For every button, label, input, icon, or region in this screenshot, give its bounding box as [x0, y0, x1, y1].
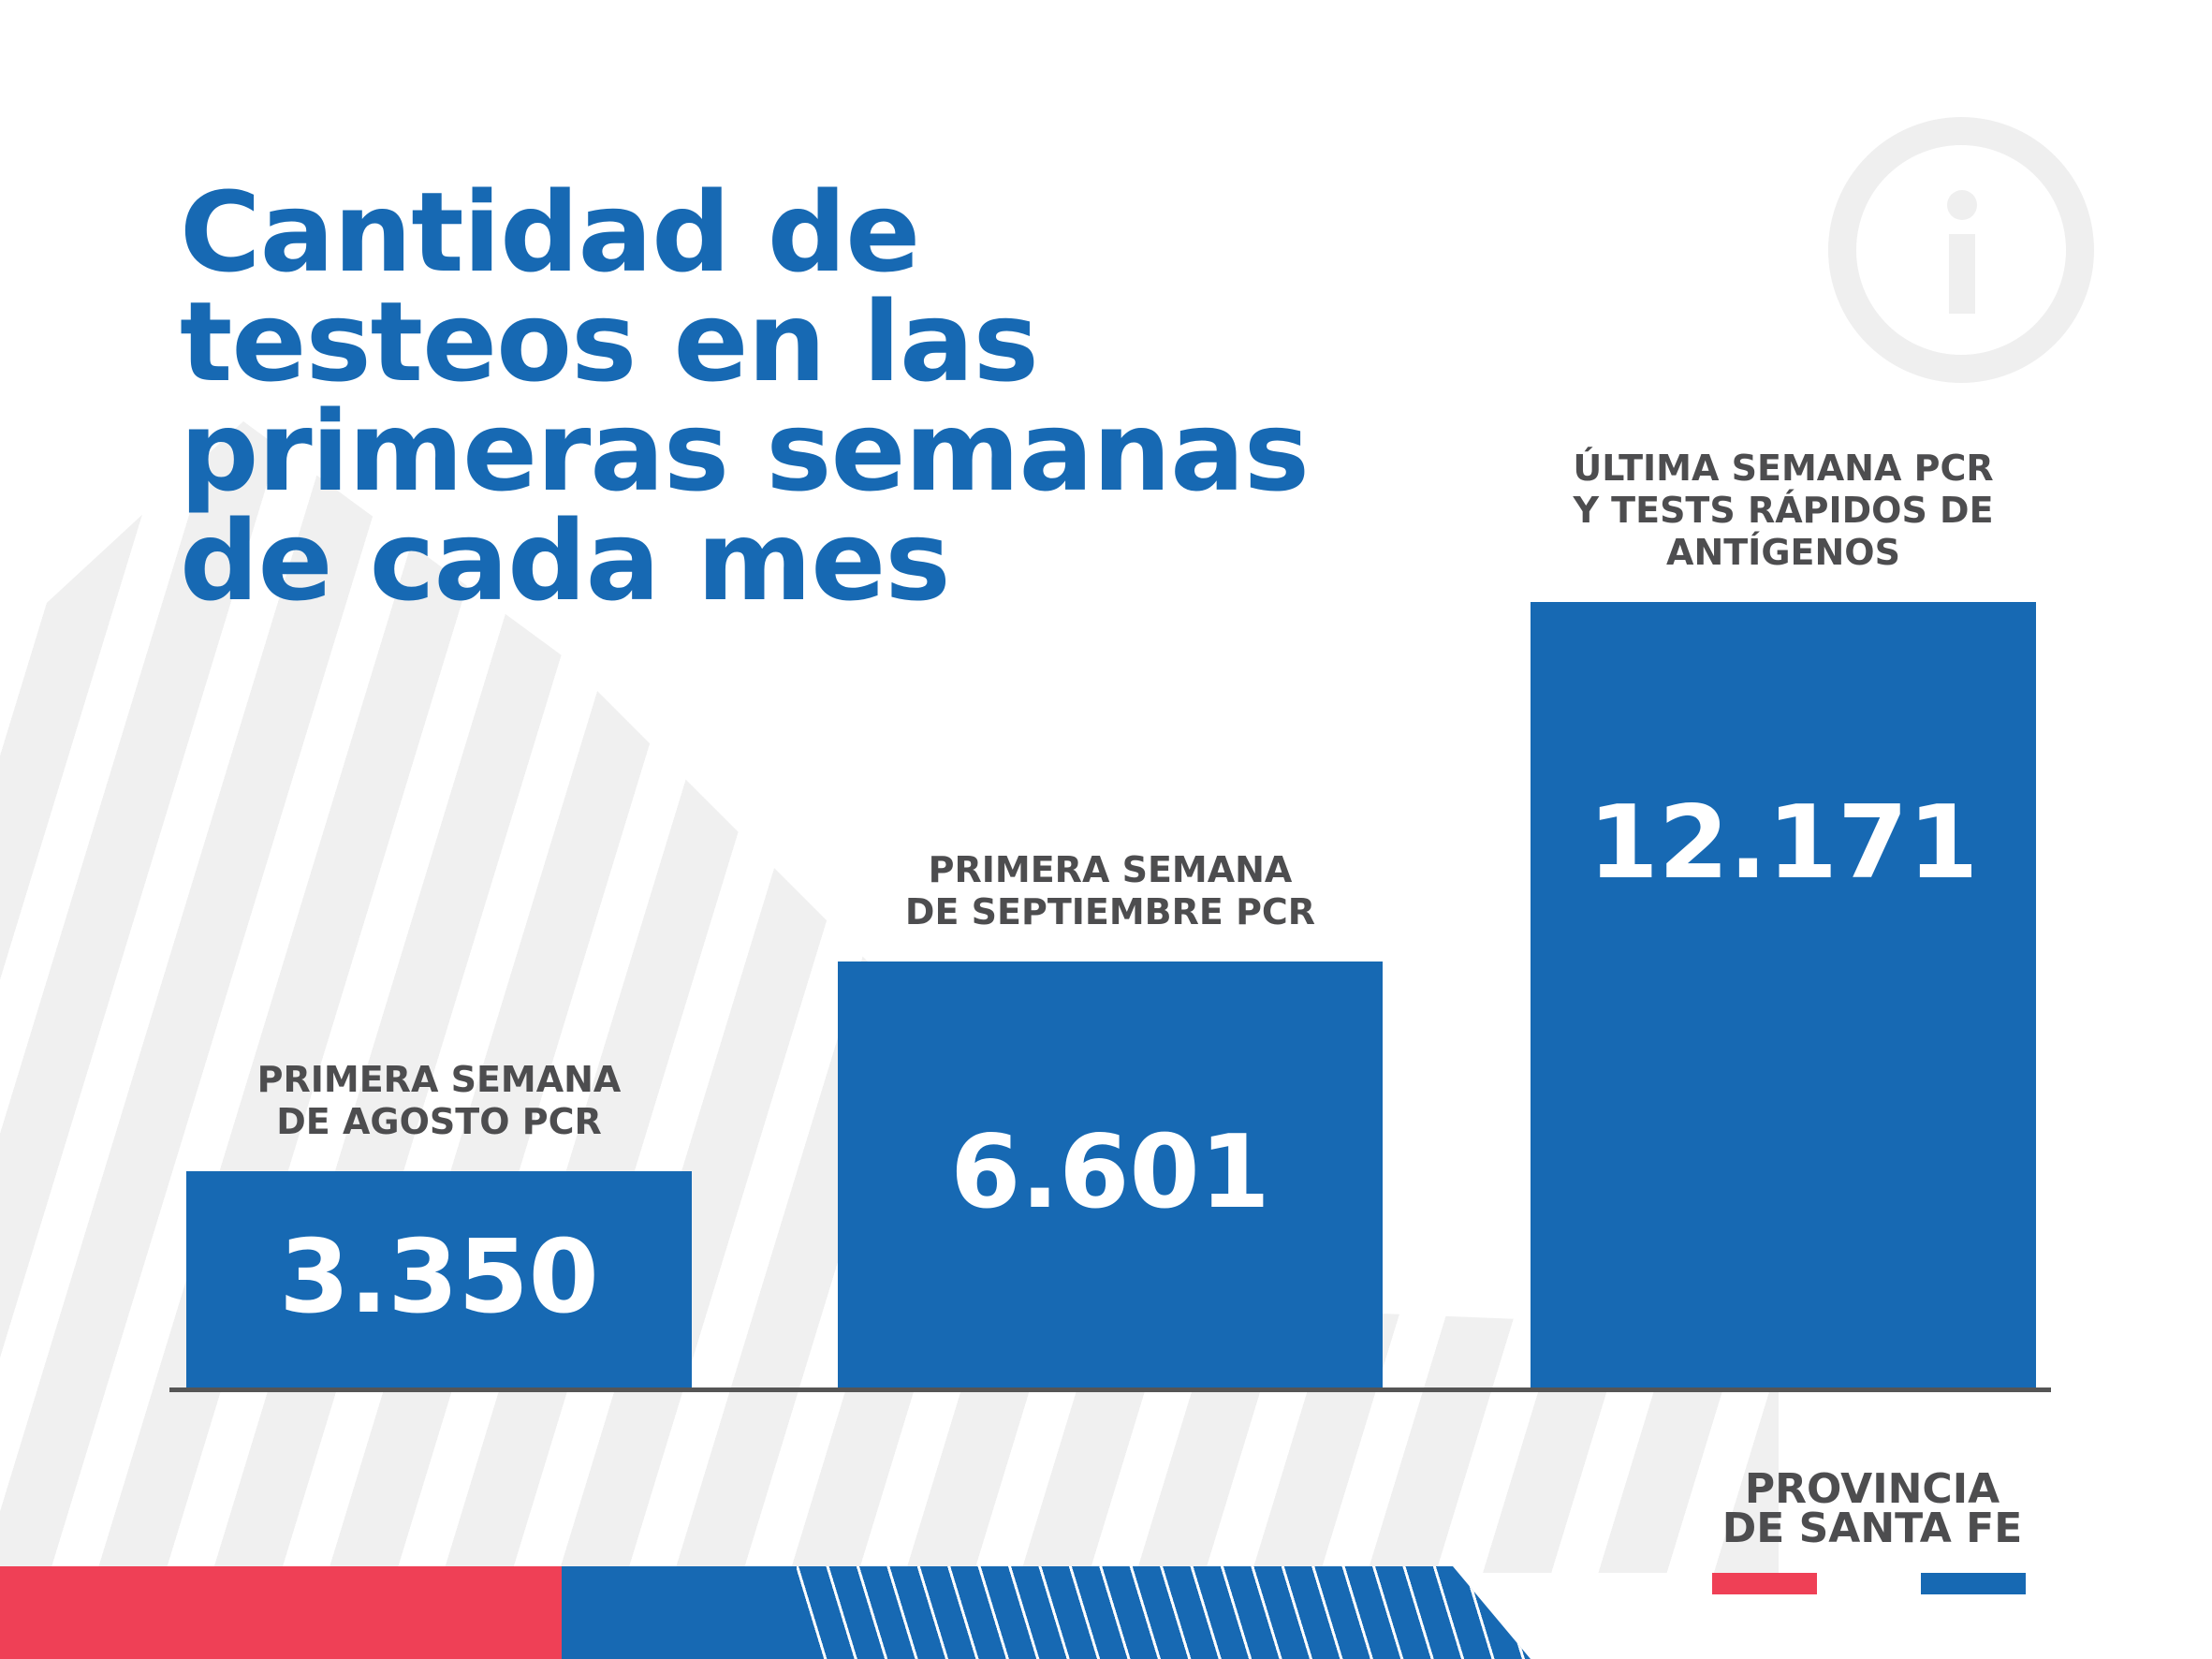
footer-red-strip: [0, 1566, 562, 1659]
title-line: de cada mes: [180, 496, 951, 625]
label-line: DE SEPTIEMBRE PCR: [904, 891, 1316, 932]
x-axis-line: [169, 1387, 2051, 1392]
label-line: PRIMERA SEMANA: [928, 849, 1293, 890]
title-line: primeras semanas: [180, 387, 1310, 516]
label-line: ANTÍGENOS: [1666, 532, 1900, 573]
bar-category-label: PRIMERA SEMANA DE SEPTIEMBRE PCR: [838, 849, 1383, 933]
brand-line-1: PROVINCIA: [1744, 1465, 2000, 1513]
bar: 6.601: [838, 962, 1383, 1387]
brand-logo: PROVINCIA DE SANTA FE: [1685, 1465, 2059, 1552]
title-line: testeos en las: [180, 277, 1039, 406]
label-line: ÚLTIMA SEMANA PCR: [1573, 448, 1994, 489]
brand-blue-bar: [1921, 1573, 2026, 1594]
label-line: DE AGOSTO PCR: [276, 1101, 602, 1142]
bar: 12.171: [1531, 602, 2036, 1387]
brand-line-2: DE SANTA FE: [1721, 1505, 2023, 1552]
bar-category-label: PRIMERA SEMANA DE AGOSTO PCR: [186, 1059, 692, 1143]
brand-red-bar: [1712, 1573, 1817, 1594]
bar-category-label: ÚLTIMA SEMANA PCR Y TESTS RÁPIDOS DE ANTÍG…: [1531, 448, 2036, 574]
bar: 3.350: [186, 1171, 692, 1387]
title-line: Cantidad de: [180, 168, 920, 297]
bar-value-label: 6.601: [950, 1113, 1270, 1231]
page-title: Cantidad de testeos en las primeras sema…: [180, 168, 1310, 625]
label-line: Y TESTS RÁPIDOS DE: [1573, 490, 1994, 531]
bar-value-label: 3.350: [279, 1218, 599, 1336]
bar-value-label: 12.171: [1588, 785, 1979, 903]
footer-hatch-pattern: [797, 1566, 1531, 1659]
info-icon: [1828, 117, 2094, 383]
label-line: PRIMERA SEMANA: [256, 1059, 622, 1100]
